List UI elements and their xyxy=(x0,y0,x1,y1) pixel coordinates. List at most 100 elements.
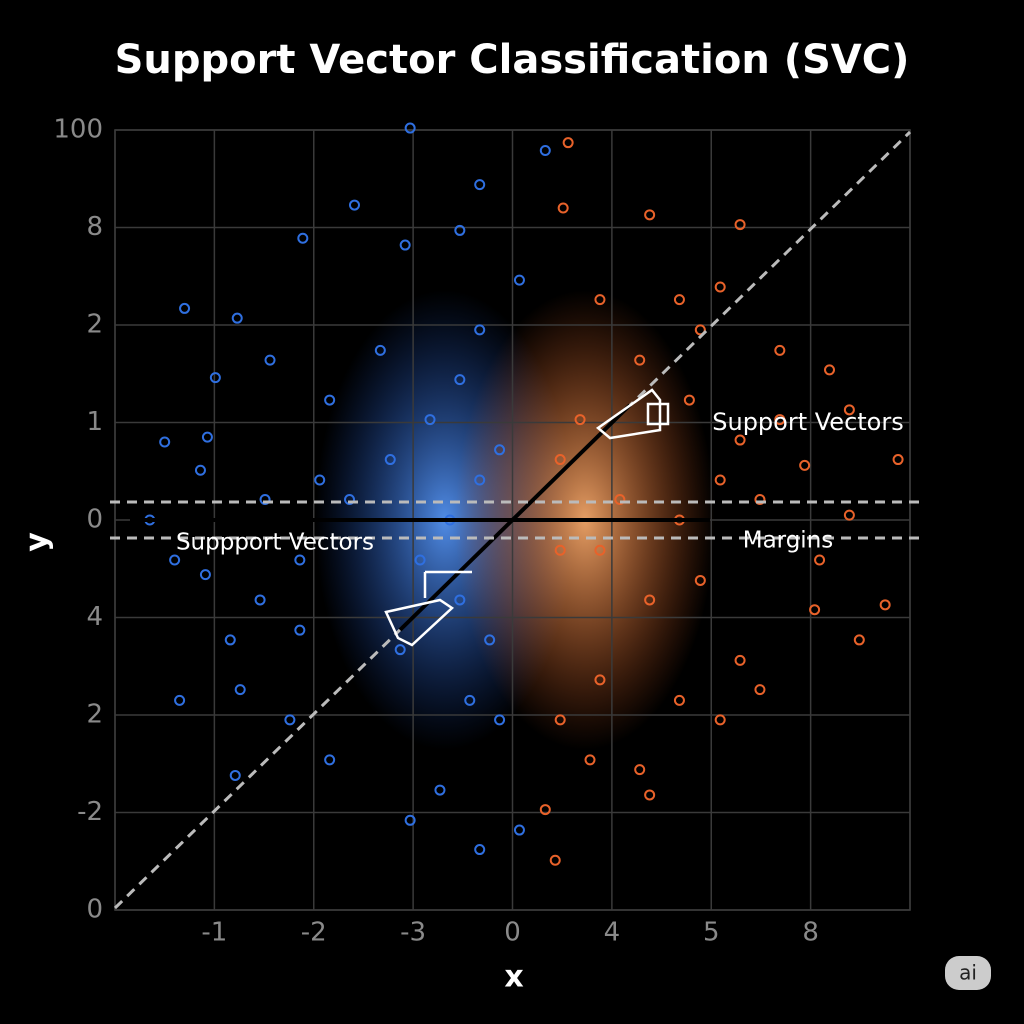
y-axis-label: y xyxy=(20,532,55,552)
point xyxy=(824,364,836,376)
point xyxy=(634,764,646,776)
x-tick-label: 0 xyxy=(504,918,521,948)
point xyxy=(474,179,486,191)
point xyxy=(539,804,551,816)
point xyxy=(539,144,551,156)
point xyxy=(644,789,656,801)
point xyxy=(562,137,574,149)
point xyxy=(254,594,266,606)
badge xyxy=(945,956,991,990)
point xyxy=(853,634,865,646)
point xyxy=(513,274,525,286)
point xyxy=(474,474,486,486)
point xyxy=(259,494,271,506)
x-tick-label: 8 xyxy=(802,918,819,948)
point xyxy=(843,509,855,521)
point xyxy=(179,302,191,314)
point xyxy=(229,769,241,781)
point xyxy=(224,634,236,646)
y-tick-label: 0 xyxy=(86,505,103,535)
point xyxy=(754,494,766,506)
point xyxy=(673,294,685,306)
support-vector-box xyxy=(595,388,670,440)
point xyxy=(201,431,213,443)
annotation: Support Vectors xyxy=(712,408,903,436)
point xyxy=(644,209,656,221)
point xyxy=(234,684,246,696)
point xyxy=(297,232,309,244)
point xyxy=(714,474,726,486)
point xyxy=(374,344,386,356)
point xyxy=(892,454,904,466)
point xyxy=(209,372,221,384)
point xyxy=(474,844,486,856)
point xyxy=(194,464,206,476)
point xyxy=(344,494,356,506)
point xyxy=(614,494,626,506)
point xyxy=(404,122,416,134)
point xyxy=(774,414,786,426)
y-tick-label: 1 xyxy=(86,407,103,437)
point xyxy=(814,554,826,566)
point xyxy=(324,754,336,766)
point xyxy=(694,324,706,336)
x-axis-label: x xyxy=(504,960,523,995)
x-tick-label: 4 xyxy=(604,918,621,948)
point xyxy=(494,714,506,726)
point xyxy=(714,281,726,293)
point xyxy=(557,202,569,214)
point xyxy=(384,454,396,466)
point xyxy=(264,354,276,366)
point xyxy=(734,654,746,666)
point xyxy=(644,594,656,606)
point xyxy=(594,294,606,306)
annotation: Margins xyxy=(743,528,834,554)
point xyxy=(404,814,416,826)
point xyxy=(414,554,426,566)
point xyxy=(634,354,646,366)
point xyxy=(324,394,336,406)
x-tick-label: -2 xyxy=(301,918,327,948)
point xyxy=(231,312,243,324)
y-tick-label: 2 xyxy=(86,700,103,730)
y-tick-label: 2 xyxy=(86,310,103,340)
point xyxy=(454,594,466,606)
point xyxy=(434,784,446,796)
point xyxy=(494,444,506,456)
decision-lines xyxy=(110,130,920,910)
point xyxy=(294,554,306,566)
point xyxy=(799,459,811,471)
point xyxy=(399,239,411,251)
point xyxy=(294,624,306,636)
point xyxy=(554,454,566,466)
point xyxy=(454,374,466,386)
point xyxy=(554,544,566,556)
point xyxy=(734,219,746,231)
y-tick-label: 0 xyxy=(86,895,103,925)
point xyxy=(159,436,171,448)
point xyxy=(694,574,706,586)
point xyxy=(199,569,211,581)
point xyxy=(683,394,695,406)
support-vector-box xyxy=(384,570,472,647)
point xyxy=(484,634,496,646)
hyperplane xyxy=(398,403,632,632)
point xyxy=(474,324,486,336)
point xyxy=(714,714,726,726)
y-tick-label: 100 xyxy=(53,115,103,145)
point xyxy=(594,544,606,556)
x-tick-label: -3 xyxy=(400,918,426,948)
point xyxy=(843,404,855,416)
point xyxy=(734,434,746,446)
point xyxy=(348,199,360,211)
point xyxy=(284,714,296,726)
x-tick-label: -1 xyxy=(201,918,227,948)
y-tick-label: 4 xyxy=(86,602,103,632)
y-tick-label: -2 xyxy=(77,797,103,827)
point xyxy=(424,414,436,426)
point xyxy=(774,344,786,356)
point xyxy=(174,694,186,706)
point xyxy=(574,414,586,426)
point xyxy=(594,674,606,686)
